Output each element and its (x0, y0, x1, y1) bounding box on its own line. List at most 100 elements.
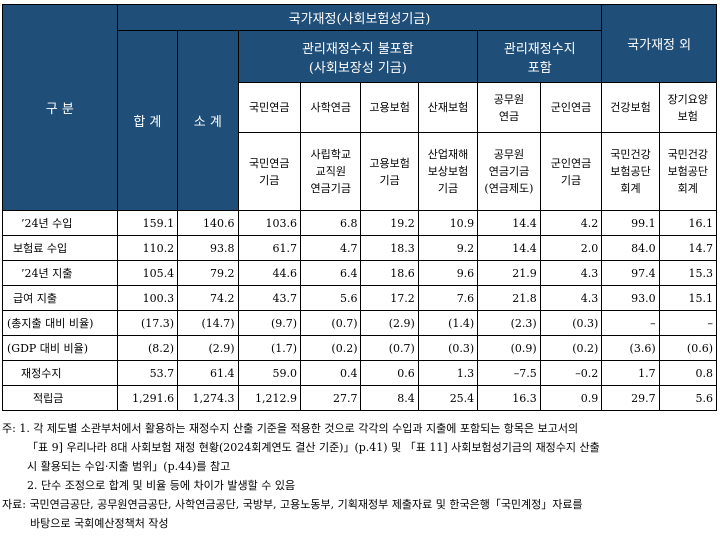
cell-value: 140.6 (177, 210, 239, 236)
cell-value: 14.7 (658, 235, 718, 261)
fund-legal-line: 회계 (677, 182, 698, 195)
cell-value: 0.6 (360, 360, 419, 386)
cell-value: 25.4 (417, 385, 479, 411)
source-line-2: 바탕으로 국회예산정책처 작성 (30, 517, 169, 530)
row-label: 적립금 (2, 385, 118, 411)
cell-value: 4.2 (539, 210, 603, 236)
note-2: 2. 단수 조정으로 합계 및 비율 등에 차이가 발생할 수 있음 (27, 479, 296, 492)
fund-legal-line: 교직원 (315, 165, 346, 178)
row-label: (총지출 대비 비율) (2, 310, 118, 336)
cell-value: 10.9 (417, 210, 479, 236)
table-row: 급여 지출 100.3 74.2 43.7 5.6 17.2 7.6 21.8 4.3 93.0 1… (2, 285, 718, 311)
cell-value: (0.9) (477, 335, 541, 361)
fund-legal-line: 기금 (437, 182, 459, 195)
fund-name: 고용보험 (360, 82, 419, 133)
header-classification: 구 분 (2, 4, 118, 211)
fund-legal-line: 연금기금 (488, 165, 530, 178)
fund-legal-line: 기금 (560, 173, 582, 187)
cell-value: 15.3 (658, 260, 718, 286)
cell-value: (3.6) (601, 335, 660, 361)
cell-value: 21.8 (477, 285, 541, 311)
cell-value: 16.3 (477, 385, 541, 411)
fund-legal-line: 산업재해 (427, 148, 469, 161)
row-label: (GDP 대비 비율) (2, 335, 118, 361)
cell-value: (2.9) (177, 335, 239, 361)
cell-value: (1.4) (417, 310, 479, 336)
cell-value: –7.5 (477, 360, 541, 386)
note-1-line-2: 「표 9] 우리나라 8대 사회보험 재정 현황(2024회계연도 결산 기준)… (27, 441, 600, 454)
cell-value: 84.0 (601, 235, 660, 261)
cell-value: (0.3) (417, 335, 479, 361)
notes: 주: 1. 각 제도별 소관부처에서 활용하는 재정수지 산출 기준을 적용한 … (2, 419, 717, 533)
fund-legal-line: 기금 (379, 173, 400, 187)
cell-value: 2.0 (539, 235, 603, 261)
header-mgmt-included-line2: 포함 (527, 60, 552, 76)
header-subtotal: 소 계 (177, 30, 239, 211)
fund-legal-name: 사립학교 교직원 연금기금 (300, 132, 362, 211)
cell-value: 44.6 (237, 260, 302, 286)
fund-legal-line: 사립학교 (310, 148, 351, 161)
cell-value: 0.4 (300, 360, 362, 386)
cell-value: (2.3) (477, 310, 541, 336)
note-1-line-3: 시 활용되는 수입·지출 범위」(p.44)를 참고 (27, 460, 231, 473)
cell-value: 100.3 (116, 285, 179, 311)
fund-legal-line: 보상보험 (427, 165, 469, 178)
header-mgmt-included: 관리재정수지 포함 (477, 30, 603, 83)
table-row: (GDP 대비 비율) (8.2) (2.9) (1.7) (0.2) (0.7) (0.3… (2, 335, 718, 361)
cell-value: 16.1 (658, 210, 718, 236)
fund-legal-line: 기금 (259, 173, 280, 187)
cell-value: –0.2 (539, 360, 603, 386)
cell-value: (0.3) (539, 310, 603, 336)
cell-value: – (601, 310, 660, 336)
table-row: (총지출 대비 비율) (17.3) (14.7) (9.7) (0.7) (2.9) (1… (2, 310, 718, 336)
cell-value: (2.9) (360, 310, 419, 336)
cell-value: 1.7 (601, 360, 660, 386)
cell-value: (9.7) (237, 310, 302, 336)
cell-value: 79.2 (177, 260, 239, 286)
cell-value: (14.7) (177, 310, 239, 336)
header-total: 합 계 (116, 30, 179, 211)
cell-value: 8.4 (360, 385, 419, 411)
cell-value: 97.4 (601, 260, 660, 286)
cell-value: (0.7) (300, 310, 362, 336)
header-national-finance: 국가재정(사회보험성기금) (116, 4, 603, 31)
source-line-1: 자료: 국민연금공단, 공무원연금공단, 사학연금공단, 국방부, 고용노동부,… (2, 498, 583, 511)
header-mgmt-excluded: 관리재정수지 불포함 (사회보장성 기금) (237, 30, 479, 83)
fund-legal-name: 국민건강 보험공단 회계 (601, 132, 660, 211)
cell-value: 99.1 (601, 210, 660, 236)
fund-legal-line: 고용보험 (369, 156, 410, 170)
cell-value: (8.2) (116, 335, 179, 361)
cell-value: 0.8 (658, 360, 718, 386)
fund-name: 국민연금 (237, 82, 302, 133)
cell-value: 53.7 (116, 360, 179, 386)
cell-value: 17.2 (360, 285, 419, 311)
cell-value: 9.2 (417, 235, 479, 261)
cell-value: 110.2 (116, 235, 179, 261)
cell-value: 43.7 (237, 285, 302, 311)
fund-legal-name: 산업재해 보상보험 기금 (417, 132, 479, 211)
fund-legal-line: 군인연금 (550, 156, 592, 170)
cell-value: 5.6 (658, 385, 718, 411)
cell-value: 9.6 (417, 260, 479, 286)
cell-value: 6.4 (300, 260, 362, 286)
fund-legal-line: 보험공단 (667, 165, 709, 178)
cell-value: 103.6 (237, 210, 302, 236)
cell-value: 1,274.3 (177, 385, 239, 411)
cell-value: 1,291.6 (116, 385, 179, 411)
fund-legal-line: 국민건강 (667, 148, 709, 161)
fund-legal-name: 국민연금 기금 (237, 132, 302, 211)
cell-value: (0.6) (658, 335, 718, 361)
header-outside-finance: 국가재정 외 (601, 4, 717, 83)
table-row: 보험료 수입 110.2 93.8 61.7 4.7 18.3 9.2 14.4 2.0 84.0… (2, 235, 718, 261)
fund-name-line2: 연금 (498, 109, 520, 123)
cell-value: (0.2) (539, 335, 603, 361)
fund-name: 장기요양 보험 (658, 82, 718, 133)
cell-value: 93.8 (177, 235, 239, 261)
fund-name: 산재보험 (417, 82, 479, 133)
cell-value: 59.0 (237, 360, 302, 386)
cell-value: 74.2 (177, 285, 239, 311)
fund-legal-name: 고용보험 기금 (360, 132, 419, 211)
fund-legal-name: 국민건강 보험공단 회계 (658, 132, 718, 211)
cell-value: 27.7 (300, 385, 362, 411)
row-label: ’24년 수입 (2, 210, 118, 236)
